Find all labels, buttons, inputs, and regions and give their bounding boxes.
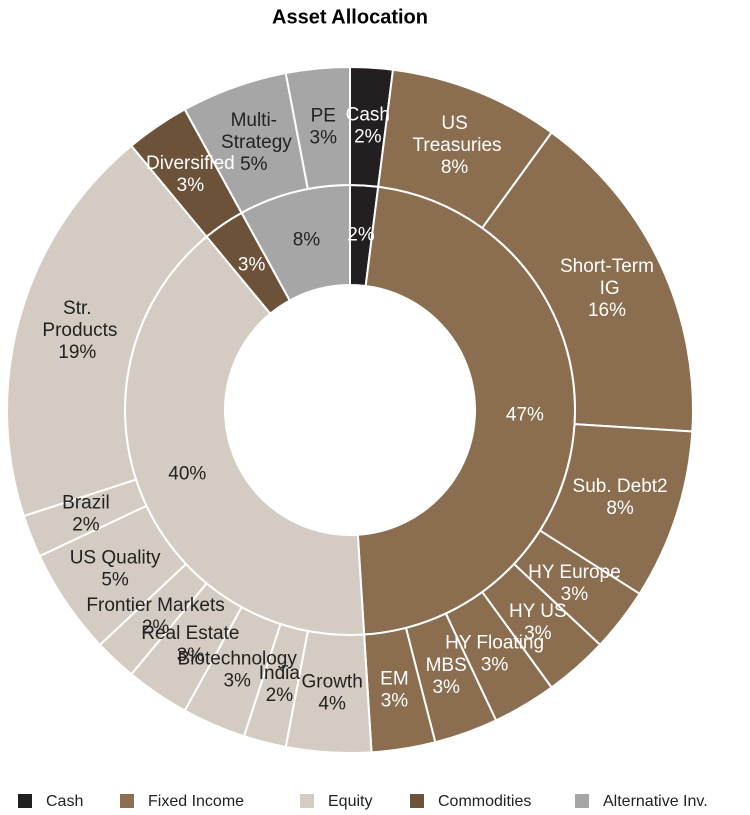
slice-label: Growth <box>302 671 363 692</box>
legend-swatch <box>300 794 314 808</box>
value-label: 3% <box>481 654 509 675</box>
value-label: 3% <box>561 584 589 605</box>
value-label: 16% <box>588 300 626 321</box>
slice-label: Multi- Strategy <box>216 110 293 153</box>
value-label: 3% <box>238 254 266 275</box>
slice-label: India <box>259 663 301 684</box>
value-label: 3% <box>432 677 460 698</box>
legend-swatch <box>410 794 424 808</box>
value-label: 3% <box>310 127 338 148</box>
value-label: 8% <box>293 230 321 251</box>
value-label: 47% <box>506 405 544 426</box>
value-label: 2% <box>72 515 100 536</box>
value-label: 3% <box>177 645 205 666</box>
value-label: 2% <box>142 617 170 638</box>
slice-label: Biotechnology <box>178 649 298 670</box>
value-label: 3% <box>223 671 251 692</box>
slice-label: Diversified <box>146 153 235 174</box>
value-label: 2% <box>266 685 294 706</box>
value-label: 3% <box>524 623 552 644</box>
legend-swatch <box>18 794 32 808</box>
value-label: 8% <box>441 157 469 178</box>
value-label: 2% <box>354 127 382 148</box>
slice-label: HY Floating <box>445 632 544 653</box>
value-label: 40% <box>168 463 206 484</box>
value-label: 3% <box>381 691 409 712</box>
value-label: 19% <box>58 342 96 363</box>
value-label: 5% <box>101 570 129 591</box>
slice-label: EM <box>380 669 409 690</box>
slice-label: Brazil <box>62 493 110 514</box>
slice-label: HY Europe <box>528 562 621 583</box>
slice-label: US Quality <box>70 548 161 569</box>
slice-label: HY US <box>509 601 567 622</box>
legend-swatch <box>120 794 134 808</box>
legend-label: Commodities <box>438 793 531 810</box>
value-label: 2% <box>347 224 375 245</box>
value-label: 4% <box>318 693 346 714</box>
value-label: 5% <box>240 154 268 175</box>
legend-label: Cash <box>46 793 83 810</box>
slice-label: Frontier Markets <box>86 595 224 616</box>
legend-label: Fixed Income <box>148 793 244 810</box>
slice-label: Short-Term IG <box>560 256 654 299</box>
slice-label: PE <box>311 105 336 126</box>
chart-title: Asset Allocation <box>272 6 428 28</box>
slice-label: Real Estate <box>141 623 239 644</box>
legend-swatch <box>575 794 589 808</box>
slice-label: Sub. Debt2 <box>573 476 668 497</box>
value-label: 8% <box>606 498 634 519</box>
outer-slice <box>284 65 351 191</box>
outer-slice <box>6 144 208 518</box>
legend-label: Alternative Inv. <box>603 793 708 810</box>
slice-label: Cash <box>346 105 390 126</box>
slice-label: MBS <box>426 655 467 676</box>
slice-label: Str. Products <box>37 298 117 341</box>
legend-label: Equity <box>328 793 372 810</box>
value-label: 3% <box>177 175 205 196</box>
slice-label: US Treasuries <box>408 113 502 156</box>
